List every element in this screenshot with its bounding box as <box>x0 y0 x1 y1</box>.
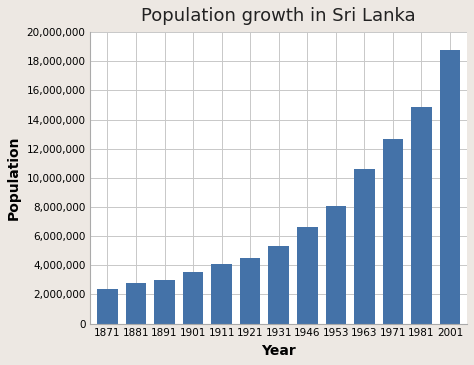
Bar <box>440 50 460 324</box>
Bar <box>411 107 432 324</box>
Bar <box>97 289 118 324</box>
Bar <box>268 246 289 324</box>
Bar <box>154 280 175 324</box>
Bar <box>354 169 374 324</box>
Bar <box>297 227 318 324</box>
Bar <box>326 205 346 324</box>
Bar <box>126 283 146 324</box>
Bar <box>211 264 232 324</box>
Y-axis label: Population: Population <box>7 135 21 220</box>
Bar <box>383 139 403 324</box>
Title: Population growth in Sri Lanka: Population growth in Sri Lanka <box>141 7 416 25</box>
X-axis label: Year: Year <box>261 344 296 358</box>
Bar <box>240 258 260 324</box>
Bar <box>183 272 203 324</box>
